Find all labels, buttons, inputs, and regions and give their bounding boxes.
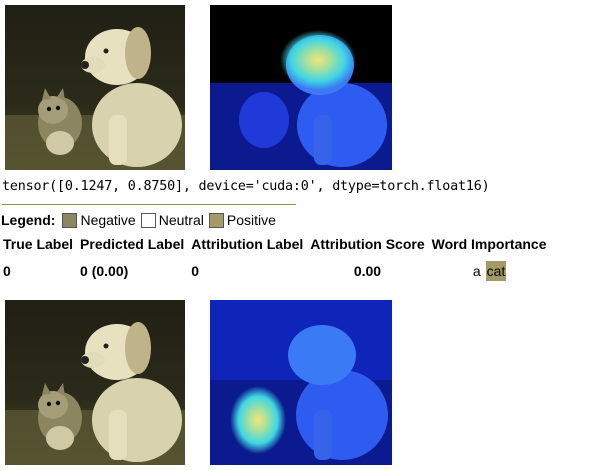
model-output-tensor: tensor([0.1247, 0.8750], device='cuda:0'…: [2, 179, 490, 194]
table-row: 0 0 (0.00) 0 0.00 a cat: [0, 254, 551, 288]
positive-swatch: [208, 212, 224, 228]
attribution-label-cell: 0: [191, 263, 200, 279]
attribution-table: True Label Predicted Label Attribution L…: [0, 234, 551, 288]
table-header-row: True Label Predicted Label Attribution L…: [0, 234, 551, 254]
header-attribution-score: Attribution Score: [310, 236, 425, 252]
header-predicted-label: Predicted Label: [80, 236, 185, 252]
attribution-score-cell: 0.00: [353, 263, 382, 279]
legend: Legend: Negative Neutral Positive: [1, 212, 279, 228]
word-token: a: [472, 263, 481, 279]
input-image-2: [5, 300, 185, 465]
attribution-heatmap-2: [210, 300, 392, 465]
header-attribution-label: Attribution Label: [191, 236, 304, 252]
true-label-cell: 0: [3, 263, 11, 279]
legend-title: Legend:: [1, 212, 56, 228]
legend-entry-negative: Negative: [60, 212, 136, 228]
legend-entry-neutral: Neutral: [139, 212, 204, 228]
word-token-highlighted: cat: [485, 261, 507, 281]
header-word-importance: Word Importance: [431, 236, 547, 252]
legend-entry-positive: Positive: [207, 212, 276, 228]
negative-swatch: [62, 212, 78, 228]
divider-line: [2, 204, 296, 205]
neutral-swatch: [140, 212, 156, 228]
input-image-1: [5, 5, 185, 170]
predicted-label-cell: 0 (0.00): [80, 263, 129, 279]
header-true-label: True Label: [3, 236, 74, 252]
attribution-heatmap-1: [210, 5, 392, 170]
word-importance-cell: a cat: [429, 254, 551, 288]
